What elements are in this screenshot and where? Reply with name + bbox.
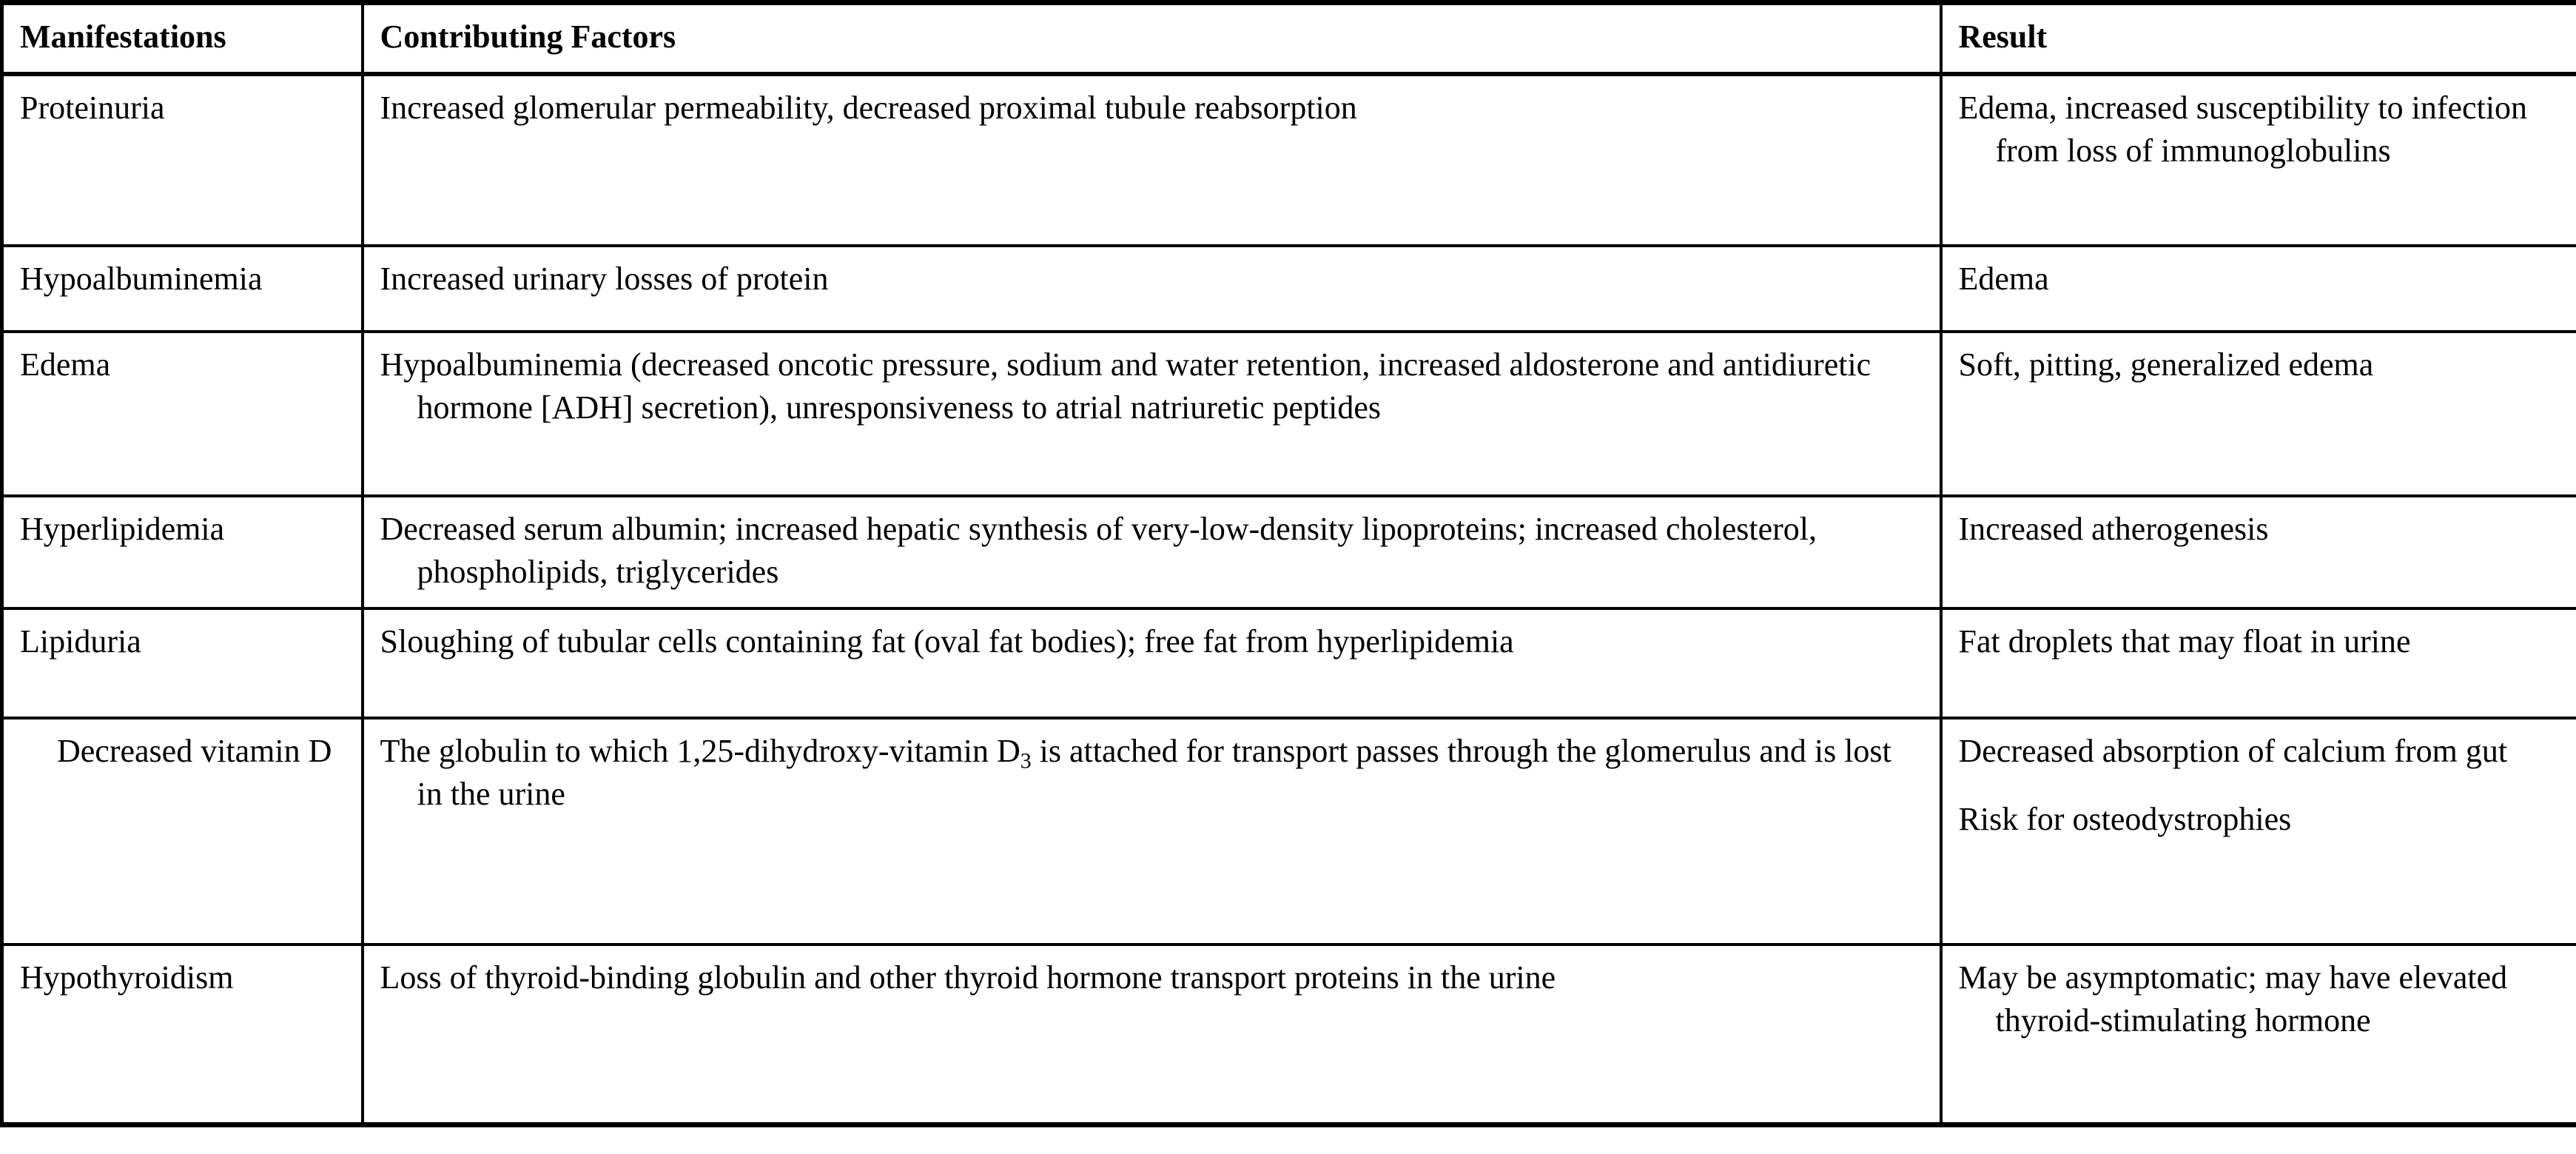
table-row: Hypoalbuminemia Increased urinary losses… (1, 246, 2576, 332)
table-row: Edema Hypoalbuminemia (decreased oncotic… (1, 332, 2576, 497)
cell-result: Fat droplets that may float in urine (1941, 608, 2576, 718)
cell-result: Increased atherogenesis (1941, 496, 2576, 608)
cell-manifestation: Decreased vitamin D (1, 718, 364, 945)
factors-paragraph: The globulin to which 1,25-dihydroxy-vit… (380, 730, 1923, 816)
cell-result: May be asymptomatic; may have elevated t… (1941, 945, 2576, 1124)
result-paragraph: Increased atherogenesis (1958, 511, 2269, 548)
result-paragraph: Soft, pitting, generalized edema (1958, 346, 2374, 383)
table-row: Proteinuria Increased glomerular permeab… (1, 74, 2576, 246)
result-paragraph: Edema, increased susceptibility to infec… (1958, 90, 2528, 170)
table-row: Hypothyroidism Loss of thyroid-binding g… (1, 945, 2576, 1125)
header-row: Manifestations Contributing Factors Resu… (1, 2, 2576, 75)
factors-paragraph: Loss of thyroid-binding globulin and oth… (380, 959, 1556, 996)
factors-text-prefix: The globulin to which 1,25-dihydroxy-vit… (380, 733, 1020, 770)
factors-paragraph: Hypoalbuminemia (decreased oncotic press… (380, 346, 1872, 426)
cell-contributing-factors: Increased glomerular permeability, decre… (362, 74, 1943, 246)
cell-contributing-factors: Sloughing of tubular cells containing fa… (362, 608, 1943, 719)
table-row: Hyperlipidemia Decreased serum albumin; … (1, 496, 2576, 609)
cell-contributing-factors: Decreased serum albumin; increased hepat… (362, 496, 1943, 609)
cell-manifestation: Hypoalbuminemia (1, 246, 364, 332)
column-header-manifestations: Manifestations (1, 2, 364, 75)
cell-manifestation: Hypothyroidism (1, 945, 364, 1125)
factors-text-suffix: is attached for transport passes through… (417, 733, 1891, 813)
factors-paragraph: Increased glomerular permeability, decre… (380, 90, 1357, 127)
factors-paragraph: Sloughing of tubular cells containing fa… (380, 623, 1514, 660)
nephrotic-syndrome-manifestations-table: Manifestations Contributing Factors Resu… (0, 0, 2576, 1127)
factors-subscript: 3 (1020, 748, 1032, 774)
cell-result: Edema (1941, 246, 2576, 332)
result-paragraph: Fat droplets that may float in urine (1958, 623, 2411, 660)
cell-contributing-factors: The globulin to which 1,25-dihydroxy-vit… (362, 718, 1943, 945)
cell-result: Soft, pitting, generalized edema (1941, 332, 2576, 496)
cell-manifestation: Proteinuria (1, 74, 364, 246)
result-paragraph: Edema (1958, 261, 2049, 298)
table-body: Proteinuria Increased glomerular permeab… (1, 74, 2576, 1125)
factors-paragraph: Decreased serum albumin; increased hepat… (380, 511, 1817, 591)
cell-result: Edema, increased susceptibility to infec… (1941, 74, 2576, 246)
column-header-contributing-factors: Contributing Factors (362, 2, 1943, 75)
result-paragraph-secondary: Risk for osteodystrophies (1958, 801, 2292, 838)
result-paragraph-primary: Decreased absorption of calcium from gut (1958, 733, 2508, 770)
table-row: Lipiduria Sloughing of tubular cells con… (1, 608, 2576, 719)
cell-contributing-factors: Increased urinary losses of protein (362, 246, 1943, 332)
cell-result: Decreased absorption of calcium from gut… (1941, 718, 2576, 945)
table-header: Manifestations Contributing Factors Resu… (1, 2, 2576, 75)
result-paragraph: May be asymptomatic; may have elevated t… (1958, 959, 2508, 1039)
manifestation-label: Decreased vitamin D (57, 733, 332, 770)
table-row: Decreased vitamin D The globulin to whic… (1, 718, 2576, 945)
cell-manifestation: Lipiduria (1, 608, 364, 719)
cell-manifestation: Hyperlipidemia (1, 496, 364, 609)
factors-paragraph: Increased urinary losses of protein (380, 261, 829, 298)
cell-contributing-factors: Hypoalbuminemia (decreased oncotic press… (362, 332, 1943, 497)
column-header-result: Result (1958, 19, 2048, 55)
cell-contributing-factors: Loss of thyroid-binding globulin and oth… (362, 945, 1943, 1125)
cell-manifestation: Edema (1, 332, 364, 497)
